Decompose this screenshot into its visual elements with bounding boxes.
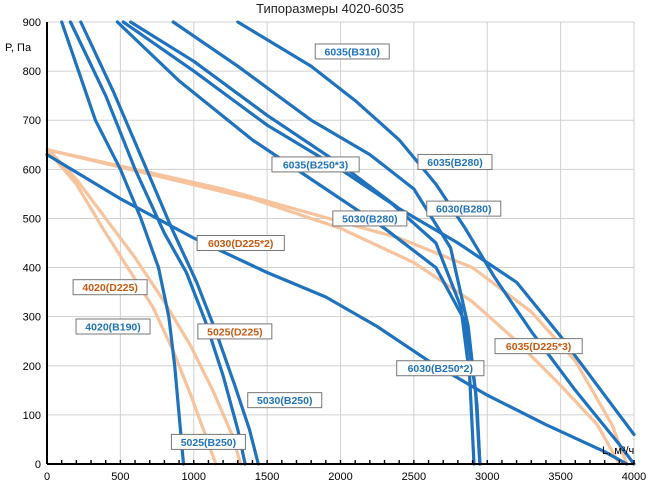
series-line [45,153,629,466]
series-line [45,148,629,466]
series-label-text: 6035(D225*3) [506,341,571,353]
y-tick-label: 0 [35,459,41,471]
series-label-text: 6030(B250*2) [408,363,473,375]
series-label-text: 5030(B250) [257,395,312,407]
series-label-box [75,318,151,335]
series-label: 6030(B250*2) [396,360,485,377]
series-label-text: 6030(D225*2) [208,238,273,250]
series-label: 6030(D225*2) [196,235,285,251]
series-label-text: 6035(B250*3) [283,159,348,171]
series-label: 4020(D225) [72,279,148,296]
series-label-box [170,433,246,450]
series-line [60,20,186,466]
y-tick-label: 900 [23,17,41,29]
series-label-text: 6035(B310) [325,46,380,58]
series-label: 6035(B310) [314,43,390,60]
ticks: 0 500 1000 1500 2000 2500 3000 3500 4000 0 100 200 3… [23,17,647,483]
series-label: 5025(B250) [170,433,246,450]
series-layer [45,20,636,466]
x-tick-label: 3000 [475,471,499,483]
series-line [171,20,482,466]
series-label-box [72,279,148,296]
series-label-text: 6035(B280) [427,157,482,169]
axes [46,22,635,465]
y-tick-label: 800 [23,66,41,78]
x-tick-label: 2500 [402,471,426,483]
y-tick-label: 100 [23,410,41,422]
series-label-box [197,323,273,340]
series-label: 5030(B250) [247,392,323,409]
series-label-box [417,153,493,170]
x-tick-label: 0 [44,471,50,483]
series-label-box [196,235,285,251]
series-labels: 6035(B310) 6035(B250*3) 6035(B280) 6030(B28… [72,43,583,450]
series-label-box [247,392,323,409]
y-tick-label: 700 [23,115,41,127]
series-label: 6035(B280) [417,153,493,170]
y-tick-label: 600 [23,164,41,176]
series-label: 6030(B280) [426,200,502,217]
series-label-text: 5025(B250) [181,437,236,449]
series-label-text: 5030(B280) [342,213,397,225]
chart-title: Типоразмеры 4020-6035 [256,1,404,16]
series-label-box [332,210,408,227]
x-tick-label: 4000 [622,471,646,483]
x-tick-label: 3500 [548,471,572,483]
series-label-box [494,338,583,355]
series-line [236,20,636,466]
x-tick-label: 500 [111,471,129,483]
x-tick-label: 1500 [255,471,279,483]
series-label-text: 5025(D225) [207,326,262,338]
series-label: 4020(B190) [75,318,151,335]
series-label-text: 4020(B190) [85,321,140,333]
x-tick-label: 1000 [182,471,206,483]
y-tick-label: 400 [23,263,41,275]
series-label: 5030(B280) [332,210,408,227]
y-tick-label: 500 [23,213,41,225]
series-label-box [271,156,360,173]
y-tick-label: 200 [23,361,41,373]
y-axis-label: P, Па [5,42,32,54]
series-label-text: 6030(B280) [436,204,491,216]
series-line [79,20,260,466]
x-axis-label: L, м³/ч [602,445,634,457]
series-label: 5025(D225) [197,323,273,340]
series-label-box [314,43,390,60]
series-line [129,20,636,437]
series-line [68,20,247,466]
series-label-text: 4020(D225) [82,282,137,294]
series-label-box [426,200,502,217]
series-label: 6035(D225*3) [494,338,583,355]
x-tick-label: 2000 [328,471,352,483]
series-line [45,148,218,466]
series-label: 6035(B250*3) [271,156,360,173]
series-label-box [396,360,485,377]
y-tick-label: 300 [23,312,41,324]
